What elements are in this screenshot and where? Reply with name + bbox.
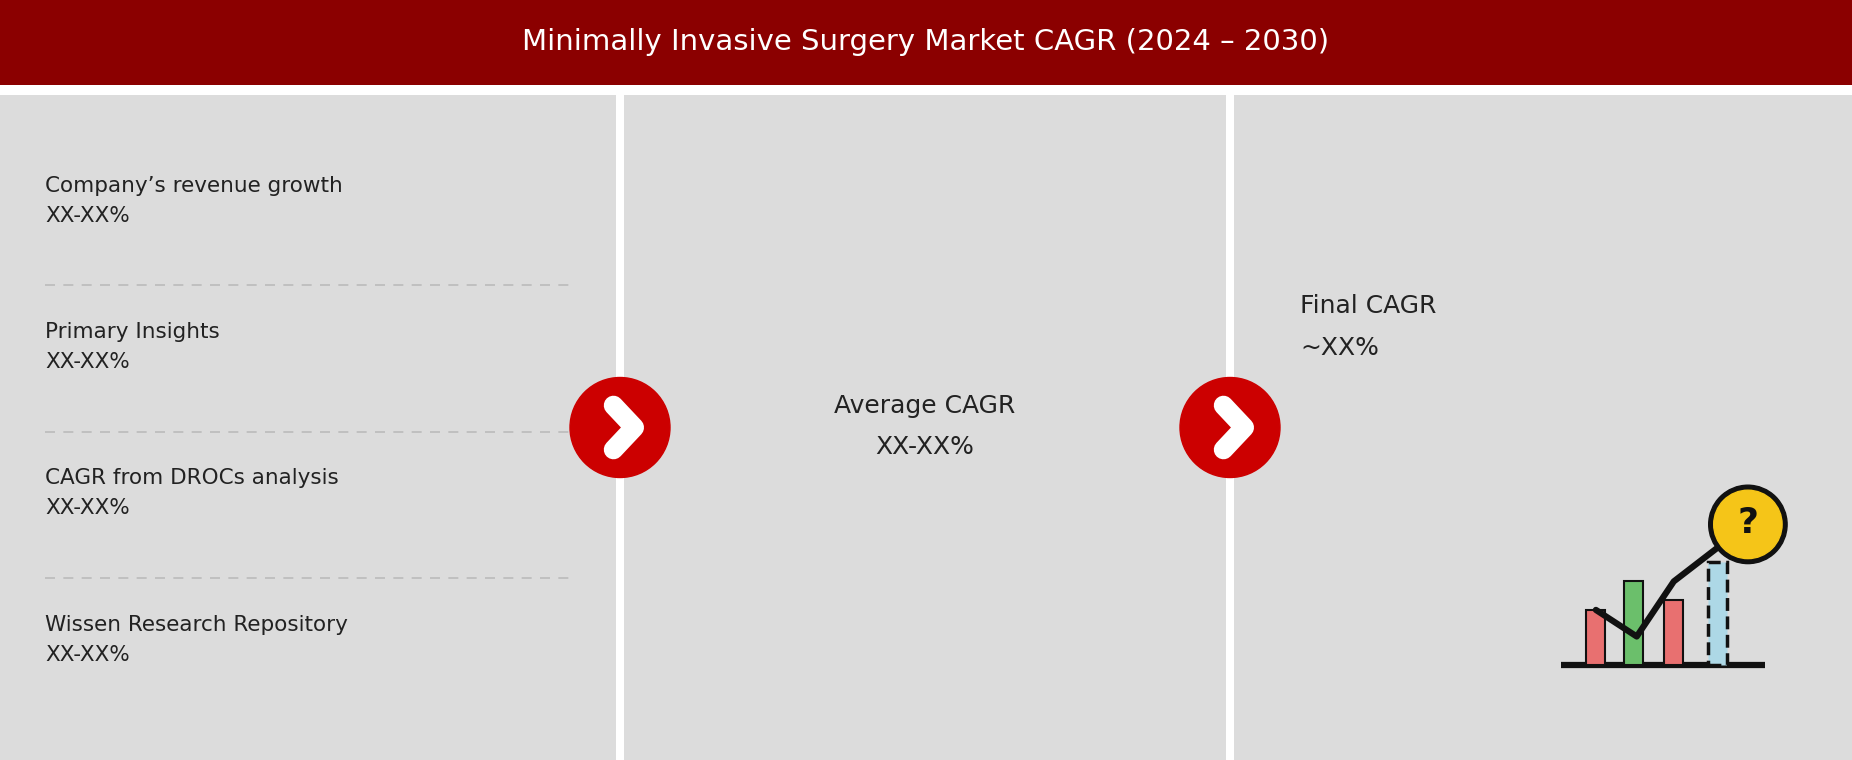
Text: Average CAGR: Average CAGR xyxy=(835,394,1015,417)
Text: XX-XX%: XX-XX% xyxy=(44,206,130,226)
Circle shape xyxy=(570,378,670,477)
Text: Final CAGR: Final CAGR xyxy=(1300,294,1437,318)
FancyBboxPatch shape xyxy=(624,95,1226,760)
Text: CAGR from DROCs analysis: CAGR from DROCs analysis xyxy=(44,468,339,489)
Circle shape xyxy=(1180,378,1280,477)
Text: ?: ? xyxy=(1737,506,1758,540)
FancyBboxPatch shape xyxy=(1708,562,1728,665)
Text: XX-XX%: XX-XX% xyxy=(876,435,974,460)
FancyBboxPatch shape xyxy=(0,0,1852,85)
FancyBboxPatch shape xyxy=(1587,610,1606,665)
Text: XX-XX%: XX-XX% xyxy=(44,644,130,665)
FancyBboxPatch shape xyxy=(1665,600,1683,665)
Text: Minimally Invasive Surgery Market CAGR (2024 – 2030): Minimally Invasive Surgery Market CAGR (… xyxy=(522,28,1330,56)
FancyBboxPatch shape xyxy=(0,95,617,760)
Text: Primary Insights: Primary Insights xyxy=(44,322,220,342)
FancyBboxPatch shape xyxy=(0,85,1852,95)
Text: Company’s revenue growth: Company’s revenue growth xyxy=(44,176,343,196)
FancyBboxPatch shape xyxy=(1226,95,1233,760)
FancyBboxPatch shape xyxy=(1233,95,1852,760)
Circle shape xyxy=(1713,490,1782,559)
Text: Wissen Research Repository: Wissen Research Repository xyxy=(44,615,348,635)
Circle shape xyxy=(1709,485,1787,564)
FancyBboxPatch shape xyxy=(617,95,624,760)
Text: ~XX%: ~XX% xyxy=(1300,336,1380,359)
Text: XX-XX%: XX-XX% xyxy=(44,352,130,372)
Text: XX-XX%: XX-XX% xyxy=(44,499,130,518)
FancyBboxPatch shape xyxy=(1624,581,1643,665)
